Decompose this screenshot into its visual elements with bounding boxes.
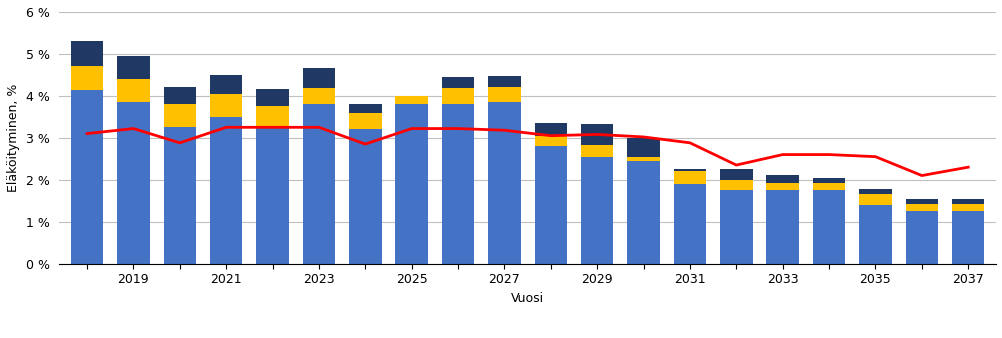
- Bar: [580, 157, 613, 264]
- Bar: [534, 123, 566, 136]
- Bar: [812, 190, 845, 264]
- Bar: [71, 90, 103, 264]
- Bar: [395, 104, 428, 264]
- Bar: [303, 88, 335, 104]
- Bar: [209, 117, 242, 264]
- Bar: [349, 113, 381, 129]
- Bar: [488, 88, 520, 102]
- Bar: [626, 157, 659, 161]
- Bar: [766, 183, 799, 190]
- Bar: [117, 56, 149, 79]
- Bar: [71, 41, 103, 67]
- Bar: [673, 184, 705, 264]
- Bar: [442, 76, 474, 88]
- Bar: [905, 211, 937, 264]
- Bar: [673, 169, 705, 171]
- Bar: [580, 124, 613, 145]
- Bar: [303, 104, 335, 264]
- Bar: [859, 194, 891, 205]
- Bar: [905, 199, 937, 204]
- Bar: [349, 104, 381, 113]
- Bar: [905, 204, 937, 211]
- Bar: [163, 87, 195, 104]
- Bar: [163, 104, 195, 127]
- Bar: [766, 190, 799, 264]
- Bar: [257, 89, 289, 106]
- Bar: [117, 102, 149, 264]
- Bar: [488, 102, 520, 264]
- Bar: [766, 175, 799, 183]
- Bar: [626, 138, 659, 157]
- Bar: [163, 127, 195, 264]
- Bar: [812, 178, 845, 183]
- Bar: [257, 106, 289, 127]
- Bar: [71, 67, 103, 90]
- Bar: [626, 161, 659, 264]
- Y-axis label: Eläköityminen, %: Eläköityminen, %: [7, 83, 20, 192]
- Bar: [951, 199, 984, 204]
- Bar: [812, 183, 845, 190]
- Bar: [209, 94, 242, 117]
- Bar: [303, 68, 335, 88]
- Bar: [859, 205, 891, 264]
- Bar: [442, 88, 474, 104]
- Bar: [719, 169, 752, 180]
- Bar: [719, 190, 752, 264]
- Bar: [859, 189, 891, 194]
- Bar: [395, 96, 428, 104]
- Bar: [117, 79, 149, 102]
- Bar: [257, 127, 289, 264]
- Bar: [349, 129, 381, 264]
- Bar: [209, 75, 242, 94]
- Bar: [442, 104, 474, 264]
- Bar: [534, 136, 566, 146]
- Bar: [719, 180, 752, 190]
- Bar: [951, 204, 984, 211]
- Bar: [534, 146, 566, 264]
- X-axis label: Vuosi: Vuosi: [511, 292, 544, 305]
- Bar: [673, 171, 705, 184]
- Bar: [580, 145, 613, 157]
- Bar: [951, 211, 984, 264]
- Bar: [488, 76, 520, 88]
